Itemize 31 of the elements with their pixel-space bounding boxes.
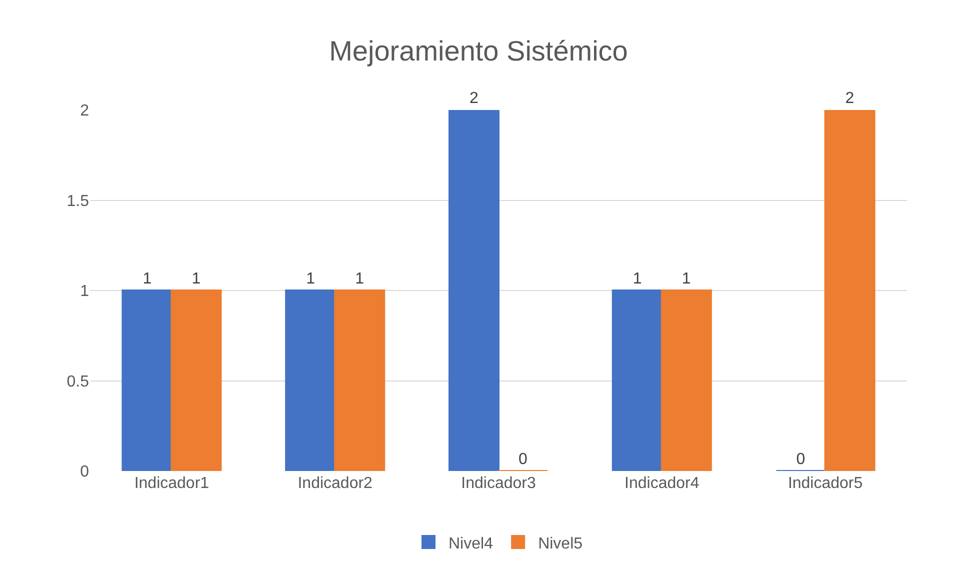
bar <box>660 290 712 471</box>
data-label: 2 <box>845 90 854 107</box>
bar <box>612 290 663 471</box>
bar <box>824 110 876 471</box>
data-label: 2 <box>469 90 478 107</box>
data-label: 1 <box>192 270 201 288</box>
legend-label: Nivel4 <box>448 535 494 552</box>
data-label: 1 <box>682 270 691 288</box>
data-label: 0 <box>518 451 528 468</box>
bar <box>285 290 336 471</box>
data-label: 1 <box>355 270 364 288</box>
legend-label: Nivel5 <box>538 535 583 552</box>
data-label: 0 <box>796 451 806 468</box>
y-tick-label: 0 <box>80 464 90 481</box>
bar <box>170 290 222 471</box>
x-tick-label: Indicador1 <box>134 475 210 492</box>
bar <box>334 290 386 471</box>
x-tick-label: Indicador5 <box>788 475 863 492</box>
data-label: 1 <box>632 270 642 288</box>
data-label: 1 <box>142 270 152 288</box>
bar <box>448 110 500 471</box>
x-tick-label: Indicador2 <box>298 475 373 492</box>
x-tick-label: Indicador3 <box>461 475 536 492</box>
y-tick-label: 1 <box>80 283 90 300</box>
y-tick-label: 0.5 <box>66 373 90 390</box>
y-tick-label: 1.5 <box>66 192 90 210</box>
x-tick-label: Indicador4 <box>624 475 700 492</box>
data-label: 1 <box>306 270 316 288</box>
chart-title: Mejoramiento Sistémico <box>329 35 628 66</box>
y-tick-label: 2 <box>80 102 90 120</box>
bar <box>122 290 173 471</box>
